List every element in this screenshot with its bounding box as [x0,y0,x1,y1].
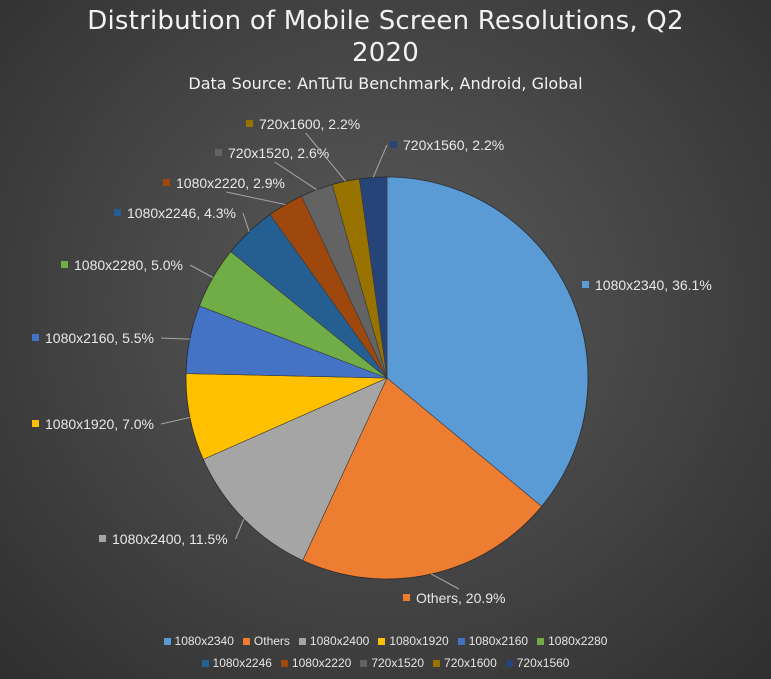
leader-line [372,144,388,178]
legend-label: 720x1600 [444,656,497,670]
data-label: 1080x1920, 7.0% [45,416,154,432]
pie-slice-1080x2400 [202,377,388,561]
legend-item: 720x1520 [360,656,424,670]
data-label-swatch [582,281,589,288]
data-label-swatch [32,334,39,341]
leader-line [160,416,191,425]
legend-item: 1080x2280 [537,634,607,648]
chart-subtitle: Data Source: AnTuTu Benchmark, Android, … [188,74,583,93]
leader-line [242,212,250,232]
leader-line [160,337,190,340]
data-label-swatch [215,149,222,156]
legend-swatch [537,637,545,645]
legend-label: Others [253,634,290,648]
data-label-swatch [99,535,106,542]
leader-line [235,518,245,540]
data-label: 720x1600, 2.2% [259,116,360,132]
leader-line [226,191,286,206]
leader-line [431,573,460,590]
legend-swatch [360,659,368,667]
legend-swatch [378,637,386,645]
chart-title-line-2: 2020 [352,38,419,68]
data-label: 1080x2280, 5.0% [74,257,183,273]
legend-swatch [298,637,306,645]
legend-item: Others [242,634,290,648]
legend-swatch [280,659,288,667]
legend-item: 1080x2340 [163,634,234,648]
legend-swatch [505,659,513,667]
legend-swatch [457,637,465,645]
legend-label: 1080x2400 [309,634,370,648]
legend-item: 720x1560 [505,656,570,670]
legend-label: 1080x2246 [212,656,272,670]
legend-label: 720x1560 [516,656,570,670]
pie-slice-others [302,377,543,580]
data-label: Others, 20.9% [416,590,506,606]
leader-line [274,161,317,191]
data-label-swatch [390,141,397,148]
data-label: 1080x2400, 11.5% [112,531,228,547]
legend-row-2: 1080x2246 1080x2220 720x1520 720x1600 720x15… [0,656,771,670]
data-label-swatch [61,261,68,268]
legend-label: 720x1520 [371,656,425,670]
legend-label: 1080x2220 [291,656,352,670]
legend-swatch [242,637,250,645]
data-label-swatch [246,120,253,127]
legend-item: 720x1600 [433,656,497,670]
data-label: 1080x2340, 36.1% [595,277,712,293]
legend-item: 1080x1920 [378,634,449,648]
data-label: 1080x2160, 5.5% [45,330,154,346]
data-label-swatch [114,209,121,216]
pie-outline [185,176,589,580]
data-label-swatch [403,594,410,601]
pie-slice-720x1560 [359,176,388,379]
leader-line [305,132,347,182]
data-label-swatch [32,420,39,427]
legend-item: 1080x2400 [298,634,370,648]
legend-item: 1080x2160 [457,634,529,648]
data-label: 1080x2220, 2.9% [176,175,285,191]
data-label-swatch [163,179,170,186]
legend-label: 1080x1920 [389,634,449,648]
data-label: 1080x2246, 4.3% [127,205,236,221]
legend-label: 1080x2280 [548,634,608,648]
data-label: 720x1520, 2.6% [228,145,329,161]
legend-label: 1080x2160 [468,634,529,648]
legend-swatch [163,637,171,645]
pie-slice-1080x2340 [386,176,589,507]
legend-swatch [433,659,441,667]
legend-row-1: 1080x2340 Others 1080x2400 1080x1920 1080x21… [0,634,771,648]
legend-item: 1080x2246 [201,656,272,670]
legend-item: 1080x2220 [280,656,352,670]
legend-label: 1080x2340 [174,634,234,648]
chart-title-line-1: Distribution of Mobile Screen Resolution… [87,6,684,36]
leader-line [189,264,214,278]
data-label: 720x1560, 2.2% [403,137,504,153]
legend-swatch [201,659,209,667]
